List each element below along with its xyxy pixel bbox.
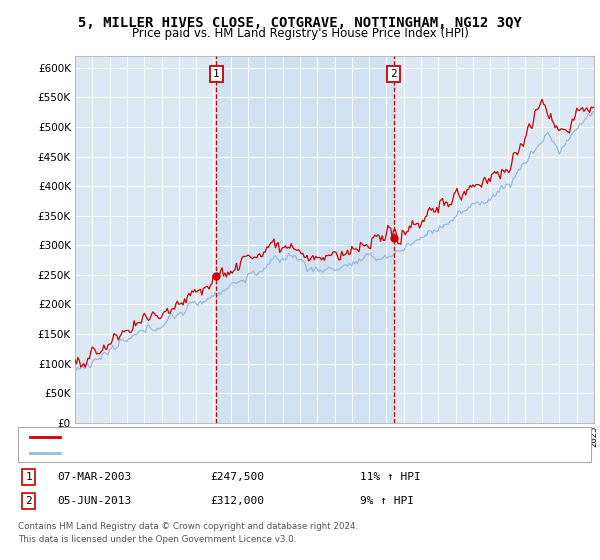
Text: £247,500: £247,500 (210, 472, 264, 482)
Text: £312,000: £312,000 (210, 496, 264, 506)
Text: 07-MAR-2003: 07-MAR-2003 (57, 472, 131, 482)
Text: Price paid vs. HM Land Registry's House Price Index (HPI): Price paid vs. HM Land Registry's House … (131, 27, 469, 40)
Text: 5, MILLER HIVES CLOSE, COTGRAVE, NOTTINGHAM, NG12 3QY (detached house): 5, MILLER HIVES CLOSE, COTGRAVE, NOTTING… (69, 432, 469, 442)
Text: This data is licensed under the Open Government Licence v3.0.: This data is licensed under the Open Gov… (18, 534, 296, 544)
Text: HPI: Average price, detached house, Rushcliffe: HPI: Average price, detached house, Rush… (69, 449, 302, 458)
Text: 1: 1 (25, 472, 32, 482)
Text: 05-JUN-2013: 05-JUN-2013 (57, 496, 131, 506)
Text: 11% ↑ HPI: 11% ↑ HPI (360, 472, 421, 482)
Text: 9% ↑ HPI: 9% ↑ HPI (360, 496, 414, 506)
Text: 2: 2 (390, 69, 397, 79)
Text: Contains HM Land Registry data © Crown copyright and database right 2024.: Contains HM Land Registry data © Crown c… (18, 522, 358, 531)
Text: 5, MILLER HIVES CLOSE, COTGRAVE, NOTTINGHAM, NG12 3QY: 5, MILLER HIVES CLOSE, COTGRAVE, NOTTING… (78, 16, 522, 30)
Text: 2: 2 (25, 496, 32, 506)
Text: 1: 1 (213, 69, 220, 79)
Bar (217, 56, 394, 423)
